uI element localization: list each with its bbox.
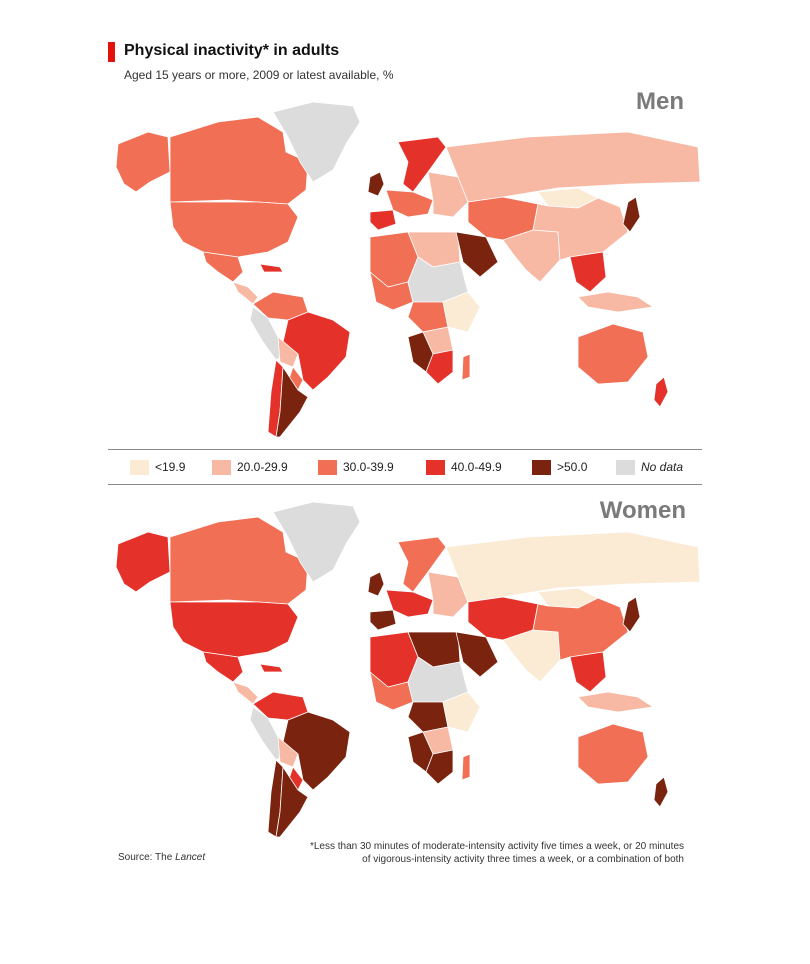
region-iberia: [369, 609, 397, 631]
legend-label: 30.0-39.9: [343, 460, 394, 474]
region-central-america: [232, 681, 259, 705]
region-russia: [445, 131, 701, 203]
legend-label: 40.0-49.9: [451, 460, 502, 474]
footnote: *Less than 30 minutes of moderate-intens…: [264, 840, 684, 866]
legend-item-under-20: <19.9: [130, 459, 185, 475]
legend-swatch: [212, 459, 231, 475]
women-world-map: [108, 492, 702, 842]
region-mexico: [202, 251, 244, 283]
region-madagascar: [461, 353, 471, 381]
region-madagascar: [461, 753, 471, 781]
region-scandinavia: [397, 136, 447, 193]
region-japan: [622, 596, 641, 633]
legend-label: >50.0: [557, 460, 588, 474]
region-indonesia: [577, 691, 654, 713]
region-usa: [169, 201, 299, 258]
region-canada: [169, 116, 309, 205]
region-iberia: [369, 209, 397, 231]
region-argentina: [275, 366, 309, 438]
region-south-asia: [502, 629, 561, 683]
region-russia: [445, 531, 701, 603]
region-se-asia: [569, 651, 607, 693]
region-australia: [577, 723, 649, 785]
legend-swatch: [426, 459, 445, 475]
region-arabia: [455, 631, 499, 678]
legend-swatch: [130, 459, 149, 475]
region-china: [532, 197, 629, 261]
region-uk-ireland: [367, 571, 385, 597]
region-scandinavia: [397, 536, 447, 593]
region-south-africa: [425, 349, 454, 385]
region-alaska: [115, 531, 171, 593]
source-journal: Lancet: [175, 852, 206, 863]
region-central-africa: [407, 301, 449, 333]
region-mexico: [202, 651, 244, 683]
region-south-africa: [425, 749, 454, 785]
legend-item-40-49: 40.0-49.9: [426, 459, 502, 475]
region-greenland: [272, 101, 361, 183]
chart-title: Physical inactivity* in adults: [124, 42, 340, 59]
legend: <19.9 20.0-29.9 30.0-39.9 40.0-49.9 >50.…: [108, 449, 702, 485]
source-prefix: Source: The: [118, 852, 176, 863]
footnote-line-1: *Less than 30 minutes of moderate-intens…: [309, 841, 684, 852]
legend-item-no-data: No data: [616, 459, 683, 475]
legend-item-30-39: 30.0-39.9: [318, 459, 394, 475]
chart-subtitle: Aged 15 years or more, 2009 or latest av…: [124, 68, 394, 82]
legend-swatch: [318, 459, 337, 475]
region-caribbean: [259, 663, 284, 673]
men-panel-label: Men: [636, 88, 684, 115]
region-east-africa: [442, 291, 481, 333]
region-greenland: [272, 501, 361, 583]
region-arabia: [455, 231, 499, 278]
legend-label: No data: [641, 460, 684, 474]
men-world-map: [108, 92, 702, 442]
region-japan: [622, 196, 641, 233]
women-panel-label: Women: [599, 497, 686, 524]
region-usa: [169, 601, 299, 658]
region-argentina: [275, 766, 309, 838]
men-map-svg: [115, 101, 701, 438]
region-new-zealand: [653, 776, 669, 808]
legend-swatch: [616, 459, 635, 475]
region-south-asia: [502, 229, 561, 283]
source-note: Source: The Lancet: [118, 852, 205, 863]
women-map-svg: [115, 501, 701, 838]
region-east-africa: [442, 691, 481, 733]
region-indonesia: [577, 291, 654, 313]
region-central-america: [232, 281, 259, 305]
legend-item-20-29: 20.0-29.9: [212, 459, 288, 475]
region-caribbean: [259, 263, 284, 273]
region-central-africa: [407, 701, 449, 733]
region-se-asia: [569, 251, 607, 293]
footnote-line-2: of vigorous-intensity activity three tim…: [362, 854, 684, 865]
region-new-zealand: [653, 376, 669, 408]
legend-swatch: [532, 459, 551, 475]
region-china: [532, 597, 629, 661]
region-australia: [577, 323, 649, 385]
legend-label: <19.9: [155, 460, 186, 474]
region-uk-ireland: [367, 171, 385, 197]
legend-label: 20.0-29.9: [237, 460, 288, 474]
region-alaska: [115, 131, 171, 193]
title-accent-bar: [108, 42, 115, 62]
region-canada: [169, 516, 309, 605]
legend-item-over-50: >50.0: [532, 459, 587, 475]
